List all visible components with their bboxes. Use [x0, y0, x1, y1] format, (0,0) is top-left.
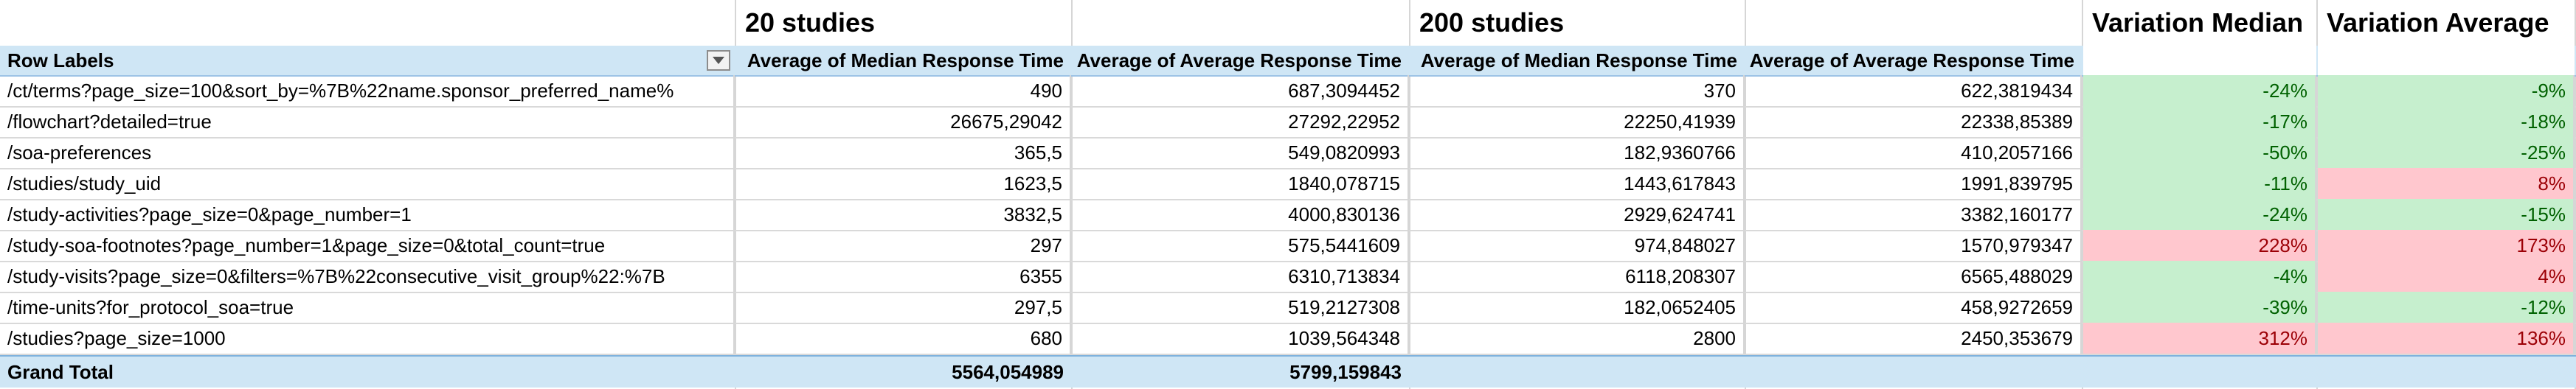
cell-200-average[interactable]: 410,2057166 [1746, 137, 2082, 168]
cell-200-average[interactable]: 1991,839795 [1746, 168, 2082, 199]
cell-200-average[interactable]: 22338,85389 [1746, 106, 2082, 137]
cell-variation-median[interactable]: -4% [2083, 261, 2316, 292]
cell-variation-average[interactable]: -9% [2318, 75, 2575, 106]
row-label[interactable]: /studies?page_size=1000 [0, 323, 735, 354]
row-label[interactable]: /ct/terms?page_size=100&sort_by=%7B%22na… [0, 75, 735, 106]
cell-200-median[interactable]: 1443,617843 [1410, 168, 1745, 199]
cell-20-average[interactable]: 687,3094452 [1073, 75, 1409, 106]
table-row: /time-units?for_protocol_soa=true 297,5 51… [0, 292, 2576, 324]
cell-200-median[interactable]: 974,848027 [1410, 230, 1745, 261]
cell-variation-median[interactable]: -39% [2083, 292, 2316, 323]
header-variation-average-blank[interactable] [2318, 46, 2575, 75]
cell-variation-median[interactable]: -11% [2083, 168, 2316, 199]
group-title-row: 20 studies 200 studies Variation Median … [0, 0, 2576, 46]
cell-20-median[interactable]: 297 [736, 230, 1071, 261]
cell-200-median[interactable]: 22250,41939 [1410, 106, 1745, 137]
cell-20-median[interactable]: 26675,29042 [736, 106, 1071, 137]
cell-20-median[interactable]: 365,5 [736, 137, 1071, 168]
table-row: /study-soa-footnotes?page_number=1&page_… [0, 230, 2576, 262]
table-row: /study-activities?page_size=0&page_numbe… [0, 199, 2576, 231]
cell-20-median[interactable]: 680 [736, 323, 1071, 354]
table-row: /studies?page_size=1000 680 1039,564348 280… [0, 323, 2576, 355]
cell-variation-average[interactable]: -25% [2318, 137, 2575, 168]
cell-200-average[interactable]: 3382,160177 [1746, 199, 2082, 230]
cell-variation-median[interactable]: -17% [2083, 106, 2316, 137]
row-label[interactable]: /soa-preferences [0, 137, 735, 168]
cell-20-average[interactable]: 1840,078715 [1073, 168, 1409, 199]
cell-20-average[interactable]: 1039,564348 [1073, 323, 1409, 354]
row-label[interactable]: /flowchart?detailed=true [0, 106, 735, 137]
cell-variation-average[interactable]: -12% [2318, 292, 2575, 323]
cell-200-median[interactable]: 182,0652405 [1410, 292, 1745, 323]
table-row: /studies/study_uid 1623,5 1840,078715 1443,… [0, 168, 2576, 200]
header-row-labels-text: Row Labels [7, 49, 114, 71]
row-label[interactable]: /time-units?for_protocol_soa=true [0, 292, 735, 323]
cell-20-median[interactable]: 490 [736, 75, 1071, 106]
group-title-20-studies[interactable]: 20 studies [745, 7, 876, 38]
header-row-labels[interactable]: Row Labels [0, 46, 735, 75]
gridline [2082, 0, 2083, 389]
header-20-average[interactable]: Average of Average Response Time [1076, 49, 1402, 71]
gridline [1745, 0, 1746, 389]
cell-20-median[interactable]: 6355 [736, 261, 1071, 292]
gridline [2316, 0, 2318, 389]
grand-total-label[interactable]: Grand Total [7, 360, 114, 383]
cell-variation-median[interactable]: -24% [2083, 199, 2316, 230]
cell-200-median[interactable]: 182,9360766 [1410, 137, 1745, 168]
table-row: /ct/terms?page_size=100&sort_by=%7B%22na… [0, 75, 2576, 108]
cell-variation-average[interactable]: 8% [2318, 168, 2575, 199]
table-row: /soa-preferences 365,5 549,0820993 182,9360… [0, 137, 2576, 169]
cell-20-median[interactable]: 297,5 [736, 292, 1071, 323]
cell-variation-median[interactable]: -50% [2083, 137, 2316, 168]
cell-20-average[interactable]: 519,2127308 [1073, 292, 1409, 323]
cell-200-median[interactable]: 6118,208307 [1410, 261, 1745, 292]
cell-20-median[interactable]: 1623,5 [736, 168, 1071, 199]
gridline [2575, 0, 2576, 389]
header-20-median[interactable]: Average of Median Response Time [747, 49, 1064, 71]
cell-variation-average[interactable]: -15% [2318, 199, 2575, 230]
cell-20-average[interactable]: 6310,713834 [1073, 261, 1409, 292]
cell-200-average[interactable]: 458,9272659 [1746, 292, 2082, 323]
cell-variation-average[interactable]: 4% [2318, 261, 2575, 292]
row-label[interactable]: /study-activities?page_size=0&page_numbe… [0, 199, 735, 230]
table-row: /study-visits?page_size=0&filters=%7B%22… [0, 261, 2576, 293]
cell-variation-average[interactable]: 136% [2318, 323, 2575, 354]
group-title-200-studies[interactable]: 200 studies [1419, 7, 1565, 38]
cell-200-average[interactable]: 2450,353679 [1746, 323, 2082, 354]
cell-variation-average[interactable]: -18% [2318, 106, 2575, 137]
header-variation-median-blank[interactable] [2083, 46, 2316, 75]
cell-200-average[interactable]: 622,3819434 [1746, 75, 2082, 106]
cell-200-median[interactable]: 2800 [1410, 323, 1745, 354]
gridline [735, 0, 736, 389]
cell-20-median[interactable]: 3832,5 [736, 199, 1071, 230]
cell-200-average[interactable]: 6565,488029 [1746, 261, 2082, 292]
cell-variation-median[interactable]: -24% [2083, 75, 2316, 106]
pivot-header-row: Row Labels Average of Median Response Ti… [0, 46, 2576, 77]
cell-200-median[interactable]: 2929,624741 [1410, 199, 1745, 230]
group-title-variation-average[interactable]: Variation Average [2327, 7, 2549, 38]
row-label[interactable]: /study-visits?page_size=0&filters=%7B%22… [0, 261, 735, 292]
grand-total-20-median[interactable]: 5564,054989 [952, 360, 1064, 383]
cell-20-average[interactable]: 27292,22952 [1073, 106, 1409, 137]
gridline [1071, 0, 1073, 389]
cell-20-average[interactable]: 575,5441609 [1073, 230, 1409, 261]
grand-total-20-average[interactable]: 5799,159843 [1289, 360, 1402, 383]
cell-variation-median[interactable]: 312% [2083, 323, 2316, 354]
row-label[interactable]: /study-soa-footnotes?page_number=1&page_… [0, 230, 735, 261]
group-title-variation-median[interactable]: Variation Median [2092, 7, 2304, 38]
cell-variation-average[interactable]: 173% [2318, 230, 2575, 261]
row-label[interactable]: /studies/study_uid [0, 168, 735, 199]
dropdown-filter-icon[interactable] [707, 50, 730, 71]
header-200-median[interactable]: Average of Median Response Time [1420, 49, 1737, 71]
cell-20-average[interactable]: 4000,830136 [1073, 199, 1409, 230]
header-200-average[interactable]: Average of Average Response Time [1749, 49, 2074, 71]
cell-200-median[interactable]: 370 [1410, 75, 1745, 106]
table-row: /flowchart?detailed=true 26675,29042 27292… [0, 106, 2576, 139]
grand-total-row: Grand Total 5564,054989 5799,159843 [0, 355, 2576, 388]
cell-200-average[interactable]: 1570,979347 [1746, 230, 2082, 261]
gridline [1409, 0, 1410, 389]
cell-20-average[interactable]: 549,0820993 [1073, 137, 1409, 168]
cell-variation-median[interactable]: 228% [2083, 230, 2316, 261]
